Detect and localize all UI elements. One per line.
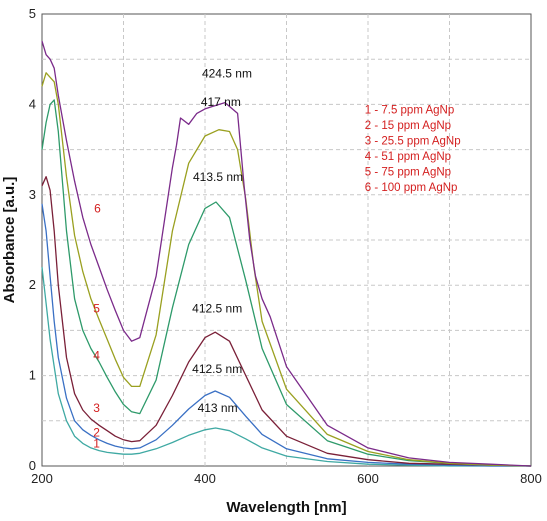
- peak-label: 412.5 nm: [192, 301, 242, 315]
- peak-label: 412.5 nm: [192, 362, 242, 376]
- legend-entry: 4 - 51 ppm AgNp: [365, 151, 451, 163]
- x-tick-label: 400: [194, 471, 216, 486]
- grid: [42, 14, 531, 466]
- y-tick-label: 0: [29, 458, 36, 473]
- series-line-3: [41, 176, 532, 467]
- series-line-5: [41, 72, 532, 467]
- series-line-4: [41, 99, 532, 467]
- curve-number-2: 2: [93, 426, 100, 440]
- series-lines: [41, 40, 532, 467]
- peak-label: 424.5 nm: [202, 66, 252, 80]
- y-tick-label: 2: [29, 277, 36, 292]
- peak-label: 413 nm: [198, 401, 238, 415]
- y-tick-label: 5: [29, 6, 36, 21]
- curve-number-4: 4: [93, 349, 100, 363]
- series-line-2: [41, 203, 531, 467]
- series-line-6: [41, 40, 532, 467]
- y-tick-label: 1: [29, 368, 36, 383]
- legend-entry: 2 - 15 ppm AgNp: [365, 120, 451, 132]
- annotations: 12 3 4 5 6 424.5 nm 417 nm 413.5 nm 412.5 nm 412.…: [93, 66, 252, 450]
- curve-number-6: 6: [94, 201, 101, 215]
- peak-label: 417 nm: [201, 95, 241, 109]
- y-tick-label: 4: [29, 96, 36, 111]
- x-tick-label: 600: [357, 471, 379, 486]
- curve-number-3: 3: [93, 401, 100, 415]
- legend: 1 - 7.5 ppm AgNp 2 - 15 ppm AgNp 3 - 25.5 …: [365, 104, 461, 194]
- x-tick-label: 200: [31, 471, 53, 486]
- curve-number-5: 5: [93, 302, 100, 316]
- legend-entry: 5 - 75 ppm AgNp: [365, 166, 451, 178]
- y-axis-label: Absorbance [a.u.]: [1, 177, 18, 304]
- curve-number-1: 1: [93, 436, 100, 450]
- legend-entry: 6 - 100 ppm AgNp: [365, 182, 458, 194]
- x-axis-label: Wavelength [nm]: [226, 499, 346, 516]
- y-tick-label: 3: [29, 187, 36, 202]
- legend-entry: 1 - 7.5 ppm AgNp: [365, 104, 455, 116]
- peak-label: 413.5 nm: [193, 170, 243, 184]
- series-line-1: [41, 267, 531, 467]
- legend-entry: 3 - 25.5 ppm AgNp: [365, 135, 461, 147]
- x-tick-label: 800: [520, 471, 542, 486]
